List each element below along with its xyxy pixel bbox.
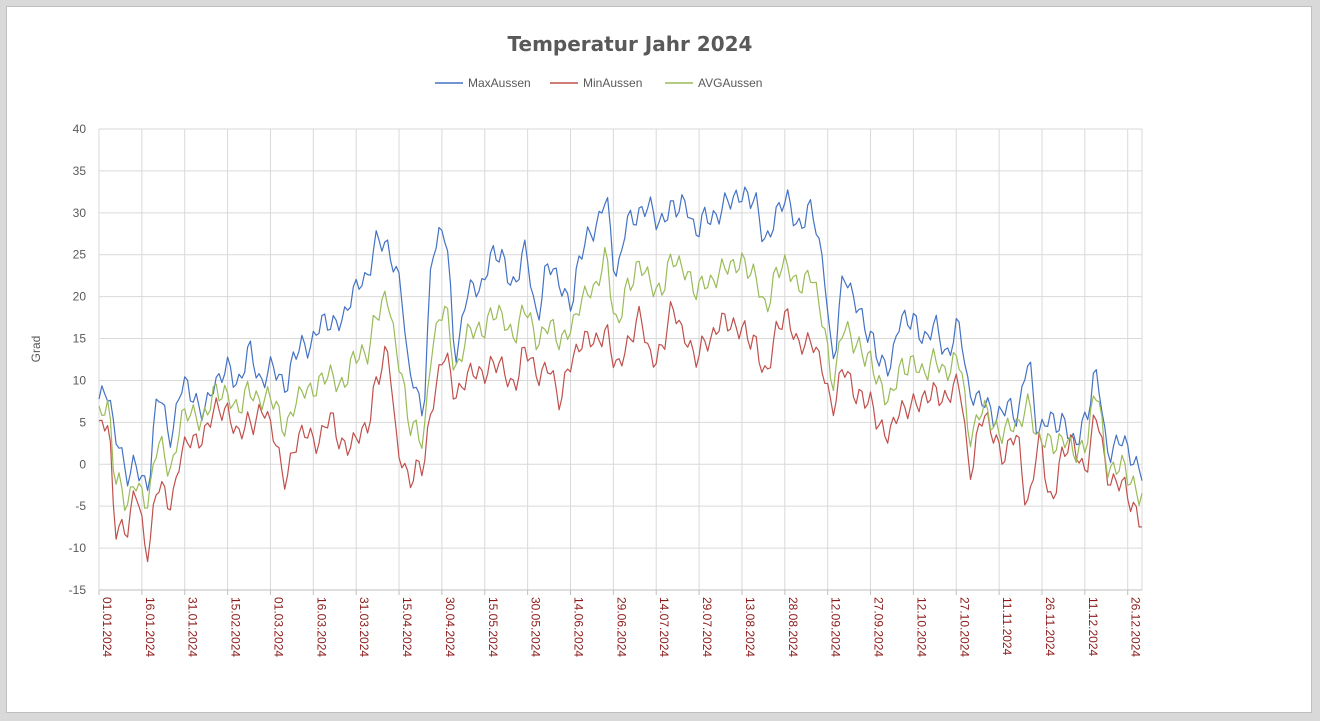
- x-tick-label: 26.12.2024: [1129, 597, 1143, 657]
- legend-label-avgaussen: AVGAussen: [698, 76, 762, 90]
- y-tick-label: 0: [79, 457, 86, 471]
- x-tick-label: 28.08.2024: [786, 597, 800, 657]
- x-tick-label: 27.09.2024: [872, 597, 886, 657]
- x-tick-label: 15.02.2024: [229, 597, 243, 657]
- x-tick-label: 27.10.2024: [957, 597, 971, 657]
- x-tick-label: 15.05.2024: [486, 597, 500, 657]
- chart-frame: Temperatur Jahr 2024 MaxAussen MinAussen A…: [6, 6, 1312, 713]
- y-tick-label: 25: [73, 248, 87, 262]
- series-line-avgaussen: [98, 247, 1143, 512]
- chart-legend: MaxAussen MinAussen AVGAussen: [435, 76, 762, 90]
- y-axis-label: Grad: [29, 336, 43, 363]
- y-tick-label: 5: [79, 415, 86, 429]
- y-tick-label: 15: [73, 332, 87, 346]
- x-axis-ticks: 01.01.2024 16.01.2024 31.01.2024 15.02.2024…: [100, 597, 1143, 657]
- y-tick-label: -10: [69, 541, 87, 555]
- x-tick-label: 31.01.2024: [186, 597, 200, 657]
- x-tick-label: 16.01.2024: [143, 597, 157, 657]
- y-tick-label: 30: [73, 206, 87, 220]
- x-tick-label: 15.04.2024: [400, 597, 414, 657]
- x-tick-label: 12.10.2024: [914, 597, 928, 657]
- x-tick-label: 01.01.2024: [100, 597, 114, 657]
- x-tick-label: 11.12.2024: [1086, 597, 1100, 656]
- y-tick-label: 35: [73, 164, 87, 178]
- x-tick-label: 29.07.2024: [700, 597, 714, 657]
- x-tick-label: 01.03.2024: [271, 597, 285, 657]
- x-tick-label: 30.05.2024: [529, 597, 543, 657]
- y-tick-label: -5: [75, 499, 86, 513]
- x-tick-label: 13.08.2024: [743, 597, 757, 657]
- x-tick-label: 16.03.2024: [314, 597, 328, 657]
- y-tick-label: 10: [73, 373, 87, 387]
- series-line-minaussen: [98, 301, 1143, 563]
- y-axis-ticks: 40 35 30 25 20 15 10 5 0 -5 -10 -15: [69, 122, 87, 597]
- x-tick-label: 11.11.2024: [1000, 597, 1014, 656]
- x-tick-label: 14.07.2024: [657, 597, 671, 657]
- chart-title: Temperatur Jahr 2024: [508, 32, 753, 56]
- line-chart: Temperatur Jahr 2024 MaxAussen MinAussen A…: [29, 32, 1143, 657]
- x-tick-label: 14.06.2024: [571, 597, 585, 657]
- x-tick-label: 30.04.2024: [443, 597, 457, 657]
- legend-label-maxaussen: MaxAussen: [468, 76, 531, 90]
- y-tick-label: 20: [73, 290, 87, 304]
- x-tick-label: 26.11.2024: [1043, 597, 1057, 656]
- x-tick-label: 12.09.2024: [829, 597, 843, 657]
- x-tick-label: 29.06.2024: [614, 597, 628, 657]
- y-tick-label: -15: [69, 583, 87, 597]
- plot-area: [98, 186, 1143, 563]
- y-tick-label: 40: [73, 122, 87, 136]
- series-line-maxaussen: [98, 186, 1143, 492]
- legend-label-minaussen: MinAussen: [583, 76, 642, 90]
- x-tick-label: 31.03.2024: [357, 597, 371, 657]
- grid-lines: [98, 128, 1143, 595]
